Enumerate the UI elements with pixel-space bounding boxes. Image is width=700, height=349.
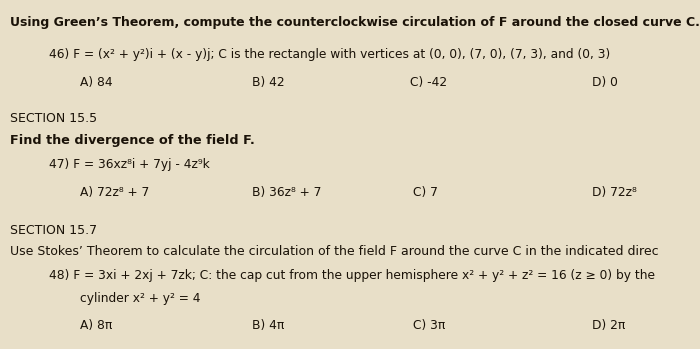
Text: Find the divergence of the field F.: Find the divergence of the field F. <box>10 134 255 147</box>
Text: D) 0: D) 0 <box>592 75 617 89</box>
Text: C) 7: C) 7 <box>413 186 438 199</box>
Text: B) 42: B) 42 <box>252 75 285 89</box>
Text: C) -42: C) -42 <box>410 75 447 89</box>
Text: A) 8π: A) 8π <box>80 319 113 332</box>
Text: SECTION 15.5: SECTION 15.5 <box>10 112 97 125</box>
Text: A) 72z⁸ + 7: A) 72z⁸ + 7 <box>80 186 150 199</box>
Text: A) 84: A) 84 <box>80 75 113 89</box>
Text: SECTION 15.7: SECTION 15.7 <box>10 224 97 237</box>
Text: D) 2π: D) 2π <box>592 319 624 332</box>
Text: Use Stokes’ Theorem to calculate the circulation of the field F around the curve: Use Stokes’ Theorem to calculate the cir… <box>10 245 659 259</box>
Text: cylinder x² + y² = 4: cylinder x² + y² = 4 <box>80 292 201 305</box>
Text: D) 72z⁸: D) 72z⁸ <box>592 186 636 199</box>
Text: Using Green’s Theorem, compute the counterclockwise circulation of F around the : Using Green’s Theorem, compute the count… <box>10 16 700 29</box>
Text: C) 3π: C) 3π <box>413 319 445 332</box>
Text: B) 36z⁸ + 7: B) 36z⁸ + 7 <box>252 186 321 199</box>
Text: 47) F = 36xz⁸i + 7yj - 4z⁹k: 47) F = 36xz⁸i + 7yj - 4z⁹k <box>49 158 210 171</box>
Text: 46) F = (x² + y²)i + (x - y)j; C is the rectangle with vertices at (0, 0), (7, 0: 46) F = (x² + y²)i + (x - y)j; C is the … <box>49 47 610 61</box>
Text: B) 4π: B) 4π <box>252 319 284 332</box>
Text: 48) F = 3xi + 2xj + 7zk; C: the cap cut from the upper hemisphere x² + y² + z² =: 48) F = 3xi + 2xj + 7zk; C: the cap cut … <box>49 269 655 282</box>
